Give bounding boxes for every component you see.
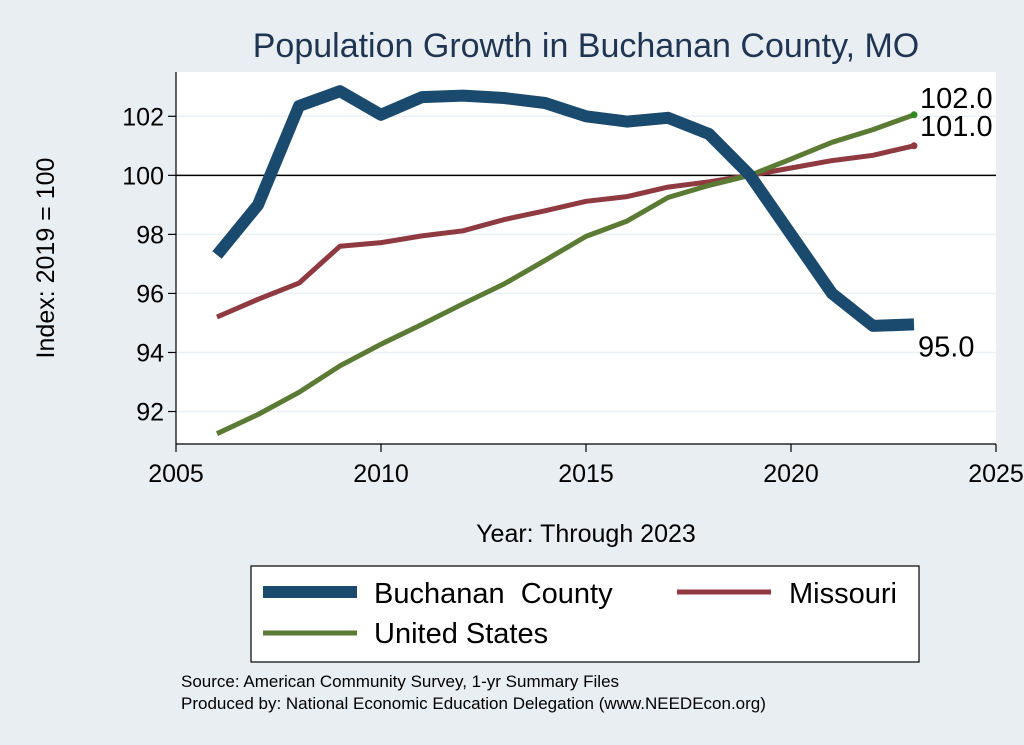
x-tick-label: 2020 xyxy=(763,460,819,488)
y-tick-label: 98 xyxy=(136,221,164,249)
y-tick-label: 96 xyxy=(136,280,164,308)
end-label-buchanan-county: 95.0 xyxy=(918,331,974,363)
x-tick-label: 2005 xyxy=(148,460,204,488)
legend-label-buchanan: Buchanan County xyxy=(374,578,613,610)
series-line-buchanan-county xyxy=(212,85,915,332)
end-label-missouri: 101.0 xyxy=(920,111,993,143)
source-note: Source: American Community Survey, 1-yr … xyxy=(181,672,619,691)
produced-by-note: Produced by: National Economic Education… xyxy=(181,694,766,713)
y-tick-label: 100 xyxy=(122,162,164,190)
end-label-united-states: 102.0 xyxy=(920,83,993,115)
series-end-point-united-states xyxy=(910,111,918,119)
legend-label-united-states: United States xyxy=(374,618,548,650)
series-end-point-missouri xyxy=(910,142,918,150)
x-tick-label: 2025 xyxy=(968,460,1024,488)
y-tick-label: 92 xyxy=(136,399,164,427)
x-axis-title: Year: Through 2023 xyxy=(476,520,696,548)
series-line-united-states xyxy=(215,112,915,436)
y-tick-label: 102 xyxy=(122,103,164,131)
y-axis-title: Index: 2019 = 100 xyxy=(32,158,60,359)
y-tick-label: 94 xyxy=(136,339,164,367)
x-tick-label: 2010 xyxy=(353,460,409,488)
legend-box xyxy=(250,565,920,663)
y-axis-ticks: 92 94 96 98 100 102 xyxy=(122,103,176,427)
chart-title: Population Growth in Buchanan County, MO xyxy=(253,27,920,65)
series-lines xyxy=(212,85,918,436)
legend: Buchanan County Missouri United States xyxy=(250,565,920,663)
legend-label-missouri: Missouri xyxy=(789,578,897,610)
series-line-missouri xyxy=(216,143,915,320)
x-axis-ticks: 2005 2010 2015 2020 2025 xyxy=(148,444,1024,488)
x-tick-label: 2015 xyxy=(558,460,614,488)
